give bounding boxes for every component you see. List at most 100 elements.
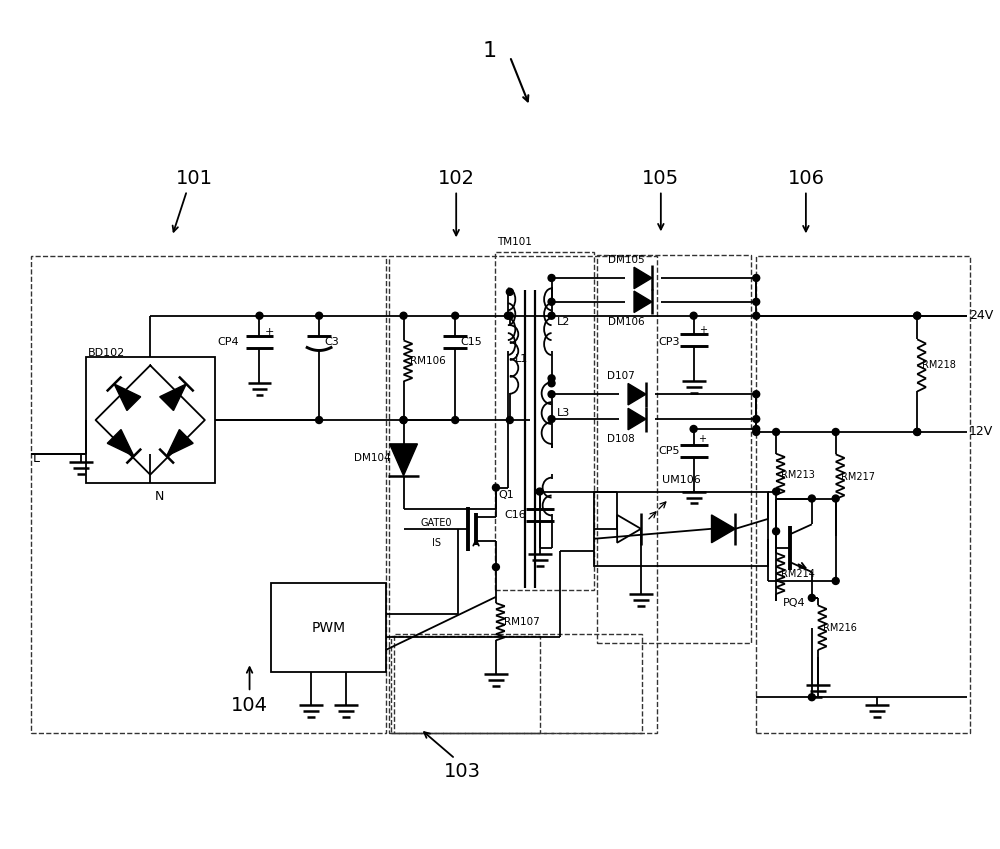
Circle shape xyxy=(773,528,780,535)
Circle shape xyxy=(753,298,760,306)
Polygon shape xyxy=(390,444,417,475)
Circle shape xyxy=(753,391,760,397)
Text: C3: C3 xyxy=(324,336,339,346)
Polygon shape xyxy=(628,384,646,405)
Circle shape xyxy=(548,380,555,387)
Text: BD102: BD102 xyxy=(88,348,125,358)
Text: RM214: RM214 xyxy=(781,569,815,579)
Circle shape xyxy=(400,312,407,319)
Polygon shape xyxy=(114,384,141,411)
Text: GATE0: GATE0 xyxy=(420,519,452,528)
Text: RM106: RM106 xyxy=(410,357,445,367)
Text: L1: L1 xyxy=(515,354,528,364)
Circle shape xyxy=(832,429,839,436)
Bar xyxy=(86,357,215,482)
Text: TM101: TM101 xyxy=(497,237,532,247)
Text: L3: L3 xyxy=(557,408,570,418)
Circle shape xyxy=(753,415,760,423)
Text: 24V: 24V xyxy=(969,309,993,323)
Circle shape xyxy=(690,425,697,432)
Circle shape xyxy=(832,577,839,584)
Text: N: N xyxy=(155,490,165,503)
Text: +: + xyxy=(699,324,707,335)
Text: CP5: CP5 xyxy=(659,446,680,456)
Polygon shape xyxy=(634,267,652,289)
Polygon shape xyxy=(107,430,134,456)
Text: RM213: RM213 xyxy=(781,469,815,480)
Circle shape xyxy=(753,429,760,436)
Text: 101: 101 xyxy=(175,169,212,188)
Text: DM106: DM106 xyxy=(608,317,645,327)
Circle shape xyxy=(316,417,323,424)
Text: CP3: CP3 xyxy=(659,336,680,346)
Bar xyxy=(271,583,386,672)
Text: RM217: RM217 xyxy=(841,472,875,481)
Text: 1: 1 xyxy=(483,42,497,61)
Text: DM104: DM104 xyxy=(354,453,390,463)
Circle shape xyxy=(914,312,921,319)
Circle shape xyxy=(773,429,780,436)
Circle shape xyxy=(808,594,815,601)
Polygon shape xyxy=(167,430,193,456)
Text: RM107: RM107 xyxy=(504,616,540,627)
Circle shape xyxy=(506,312,513,319)
Polygon shape xyxy=(160,384,186,411)
Circle shape xyxy=(548,274,555,281)
Text: PQ4: PQ4 xyxy=(783,598,806,608)
Text: RM218: RM218 xyxy=(922,360,956,370)
Circle shape xyxy=(753,425,760,432)
Text: 105: 105 xyxy=(642,169,679,188)
Text: CP4: CP4 xyxy=(218,336,239,346)
Circle shape xyxy=(548,415,555,423)
Text: IS: IS xyxy=(432,538,441,548)
Text: PWM: PWM xyxy=(311,621,346,635)
Text: C15: C15 xyxy=(460,336,482,346)
Text: Q1: Q1 xyxy=(498,490,514,499)
Text: RM216: RM216 xyxy=(823,622,857,633)
Circle shape xyxy=(492,484,499,491)
Text: DM105: DM105 xyxy=(608,255,645,265)
Circle shape xyxy=(773,488,780,495)
Bar xyxy=(594,492,768,566)
Polygon shape xyxy=(634,291,652,312)
Text: L: L xyxy=(33,453,40,465)
Circle shape xyxy=(504,312,511,319)
Bar xyxy=(391,636,540,733)
Circle shape xyxy=(548,298,555,306)
Circle shape xyxy=(548,391,555,397)
Text: +: + xyxy=(264,327,274,336)
Text: 102: 102 xyxy=(438,169,475,188)
Circle shape xyxy=(808,495,815,502)
Circle shape xyxy=(753,312,760,319)
Bar xyxy=(31,256,386,733)
Circle shape xyxy=(256,312,263,319)
Text: C16: C16 xyxy=(505,510,527,520)
Circle shape xyxy=(914,312,921,319)
Circle shape xyxy=(548,312,555,319)
Text: 104: 104 xyxy=(231,695,268,715)
Circle shape xyxy=(753,274,760,281)
Circle shape xyxy=(914,429,921,436)
Circle shape xyxy=(548,374,555,382)
Circle shape xyxy=(914,429,921,436)
Text: L2: L2 xyxy=(557,317,570,327)
Circle shape xyxy=(832,495,839,502)
Text: UM106: UM106 xyxy=(662,475,701,485)
Circle shape xyxy=(506,417,513,424)
Bar xyxy=(394,633,642,733)
Text: D107: D107 xyxy=(607,371,635,381)
Text: D108: D108 xyxy=(607,434,635,444)
Polygon shape xyxy=(712,514,735,543)
Circle shape xyxy=(316,312,323,319)
Circle shape xyxy=(536,488,543,495)
Bar xyxy=(495,252,594,590)
Circle shape xyxy=(452,417,459,424)
Circle shape xyxy=(690,312,697,319)
Circle shape xyxy=(400,417,407,424)
Text: 12V: 12V xyxy=(969,425,993,438)
Bar xyxy=(597,255,751,643)
Circle shape xyxy=(492,564,499,571)
Bar xyxy=(389,256,657,733)
Text: 103: 103 xyxy=(444,762,481,781)
Circle shape xyxy=(452,312,459,319)
